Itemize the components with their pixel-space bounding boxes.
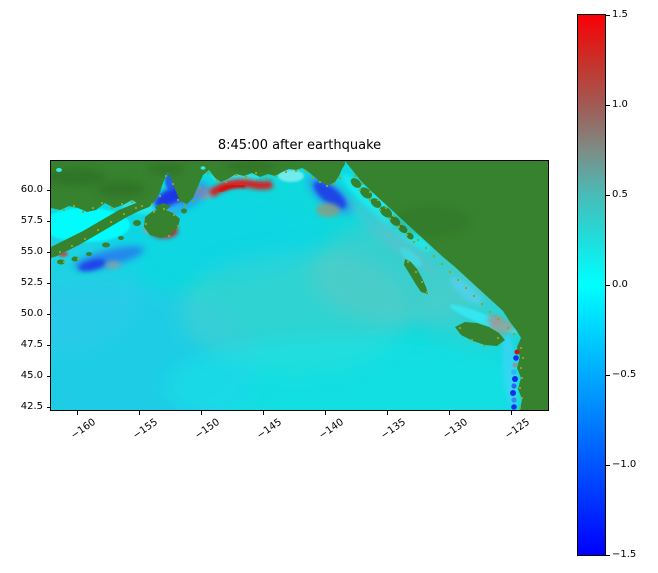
- y-tick-mark: [47, 283, 51, 284]
- colorbar-tick-label: 1.0: [612, 99, 628, 110]
- land-layer: [51, 161, 548, 410]
- x-tick-mark: [263, 411, 264, 415]
- y-tick-label: 60.0: [20, 184, 43, 195]
- coast-speckle-layer: [59, 170, 524, 409]
- x-tick-label: −155: [131, 416, 160, 442]
- map-plot-area: [50, 160, 549, 411]
- kodiak-island: [144, 209, 180, 238]
- x-tick-mark: [325, 411, 326, 415]
- x-tick-label: −125: [503, 416, 532, 442]
- colorbar-tick-mark: [606, 285, 610, 286]
- x-tick-label: −140: [317, 416, 346, 442]
- colorbar: [577, 14, 606, 556]
- y-tick-mark: [47, 314, 51, 315]
- x-tick-mark: [511, 411, 512, 415]
- x-tick-mark: [201, 411, 202, 415]
- x-tick-mark: [387, 411, 388, 415]
- canada-mainland: [345, 161, 548, 410]
- colorbar-tick-label: 1.5: [612, 9, 628, 20]
- map-image: [51, 161, 548, 410]
- y-tick-label: 45.0: [20, 370, 43, 381]
- y-tick-mark: [47, 345, 51, 346]
- colorbar-tick-label: 0.0: [612, 279, 628, 290]
- land-texture: [51, 161, 471, 236]
- y-tick-mark: [47, 221, 51, 222]
- colorbar-tick-label: −1.0: [612, 459, 637, 470]
- haida-gwaii: [404, 259, 428, 294]
- y-tick-label: 47.5: [20, 339, 43, 350]
- red-coastal-speck: [514, 349, 520, 355]
- y-tick-label: 55.0: [20, 246, 43, 257]
- x-tick-mark: [77, 411, 78, 415]
- colorbar-tick-mark: [606, 195, 610, 196]
- y-tick-mark: [47, 190, 51, 191]
- y-tick-label: 50.0: [20, 308, 43, 319]
- x-tick-label: −160: [69, 416, 98, 442]
- vancouver-island: [455, 322, 505, 346]
- blue-anomaly-blob: [313, 181, 347, 209]
- x-tick-mark: [139, 411, 140, 415]
- colorbar-tick-mark: [606, 555, 610, 556]
- y-tick-mark: [47, 376, 51, 377]
- plot-title: 8:45:00 after earthquake: [217, 138, 382, 153]
- colorbar-tick-label: −1.5: [612, 549, 637, 560]
- colorbar-tick-mark: [606, 105, 610, 106]
- x-tick-label: −145: [255, 416, 284, 442]
- x-tick-label: −135: [379, 416, 408, 442]
- colorbar-tick-label: 0.5: [612, 189, 628, 200]
- y-tick-label: 57.5: [20, 215, 43, 226]
- y-tick-mark: [47, 407, 51, 408]
- red-anomaly-arc: [208, 179, 274, 198]
- y-tick-label: 42.5: [20, 401, 43, 412]
- y-tick-label: 52.5: [20, 277, 43, 288]
- alaska-peninsula: [51, 201, 155, 258]
- x-tick-label: −150: [193, 416, 222, 442]
- colorbar-tick-mark: [606, 375, 610, 376]
- alaska-mainland: [51, 161, 345, 212]
- inland-lake: [56, 168, 62, 172]
- x-tick-mark: [449, 411, 450, 415]
- x-tick-label: −130: [441, 416, 470, 442]
- colorbar-tick-label: −0.5: [612, 369, 637, 380]
- colorbar-tick-mark: [606, 465, 610, 466]
- colorbar-tick-mark: [606, 15, 610, 16]
- y-tick-mark: [47, 252, 51, 253]
- coastal-speck-layer: [510, 349, 520, 410]
